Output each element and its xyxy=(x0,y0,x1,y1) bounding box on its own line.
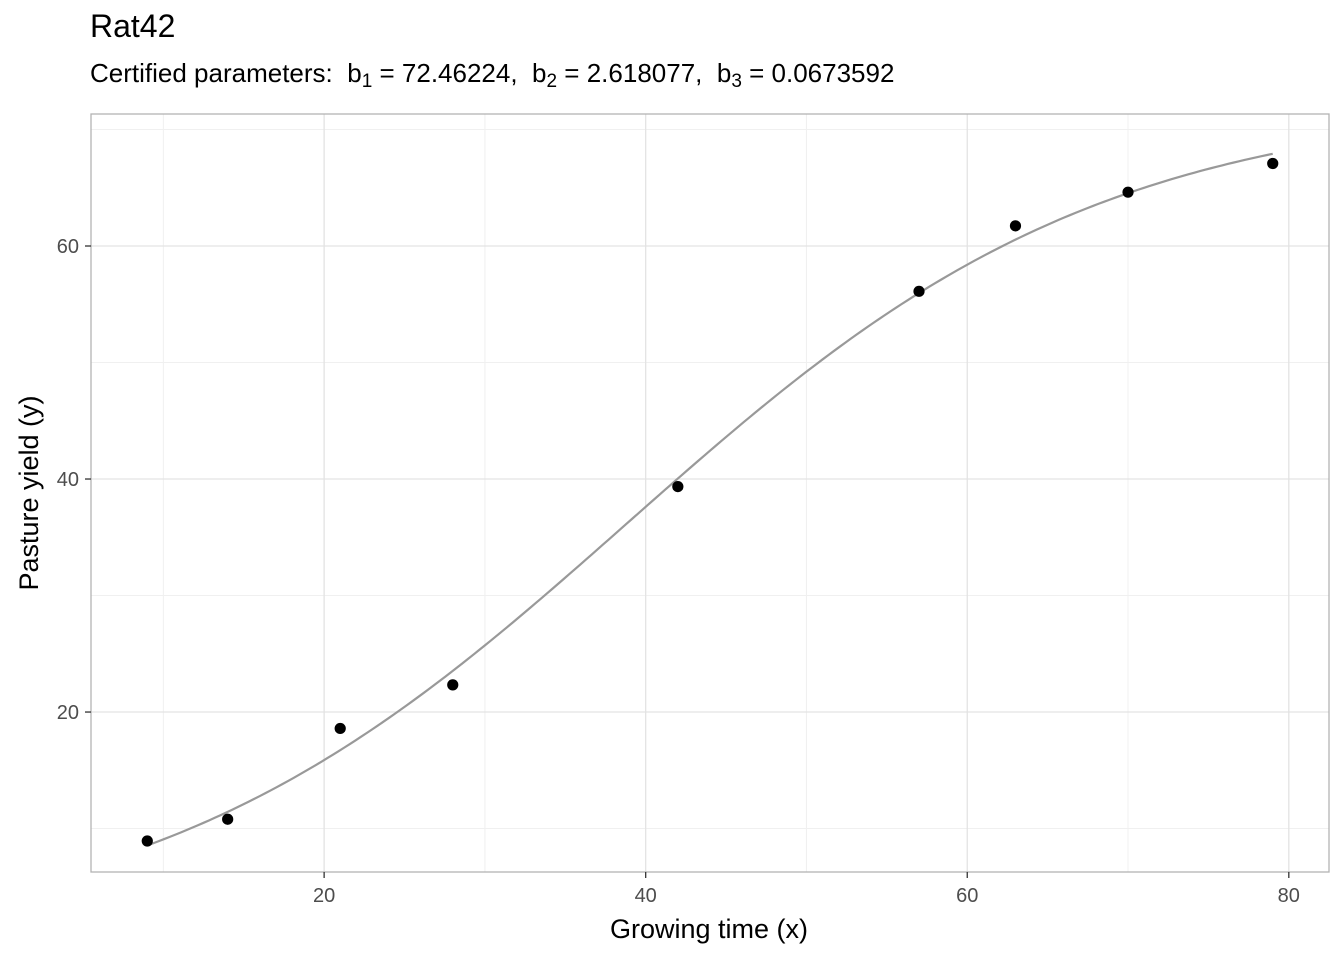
param-b1: b1 = 72.46224 xyxy=(347,58,511,92)
fitted-curve xyxy=(146,152,1273,847)
major-grid xyxy=(91,114,1329,872)
x-tick-label: 20 xyxy=(313,885,335,907)
chart-subtitle: Certified parameters: b1 = 72.46224, b2 … xyxy=(90,58,895,92)
panel-border xyxy=(90,113,1330,873)
x-tick-label: 60 xyxy=(956,885,978,907)
data-point xyxy=(141,835,153,847)
data-point xyxy=(1122,186,1134,198)
data-point xyxy=(334,722,346,735)
data-points xyxy=(141,157,1279,847)
y-tick-label: 60 xyxy=(57,236,79,258)
data-point xyxy=(447,679,459,691)
minor-grid xyxy=(91,114,1329,872)
y-tick-label: 20 xyxy=(57,702,79,724)
param-b2: b2 = 2.618077 xyxy=(532,58,696,92)
x-tick-label: 80 xyxy=(1278,885,1300,907)
data-point xyxy=(1009,220,1022,232)
x-axis-title: Growing time (x) xyxy=(610,914,808,944)
subtitle-prefix: Certified parameters: xyxy=(90,58,333,88)
x-axis-ticks: 20 40 60 80 xyxy=(313,872,1300,907)
data-point xyxy=(222,813,234,825)
data-point xyxy=(1267,157,1279,170)
x-tick-label: 40 xyxy=(635,885,657,907)
y-axis-ticks: 20 40 60 xyxy=(57,236,91,724)
param-b3: b3 = 0.0673592 xyxy=(716,58,895,92)
data-point xyxy=(672,480,684,493)
panel-background xyxy=(91,114,1329,872)
y-axis-title: Pasture yield (y) xyxy=(14,395,44,590)
chart-title: Rat42 xyxy=(90,8,176,44)
data-point xyxy=(913,285,925,297)
y-tick-label: 40 xyxy=(57,469,79,491)
